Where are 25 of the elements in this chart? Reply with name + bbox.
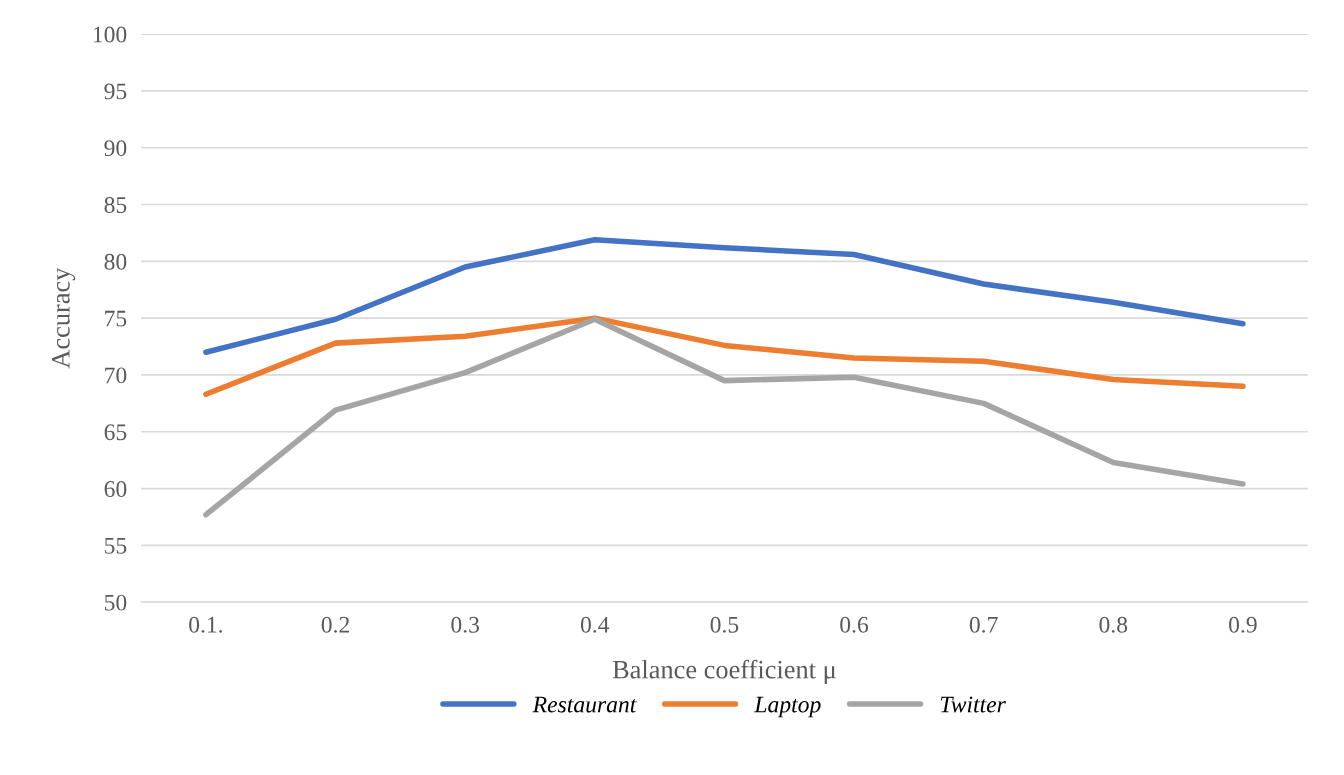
y-axis-title: Accuracy (52, 267, 76, 369)
y-tick-label: 85 (104, 197, 127, 213)
x-tick-label: 0.2 (321, 616, 350, 633)
legend-label: Restaurant (532, 696, 637, 713)
legend-label: Laptop (754, 696, 821, 718)
y-tick-label: 70 (105, 367, 127, 384)
y-tick-label: 55 (104, 538, 127, 554)
x-tick-label: 0.6 (840, 616, 869, 633)
x-tick-label: 0.5 (710, 616, 739, 633)
y-tick-label: 100 (93, 26, 127, 43)
x-tick-label: 0.7 (969, 616, 998, 633)
y-tick-label: 95 (104, 83, 127, 100)
y-tick-label: 65 (104, 424, 127, 441)
x-axis-title: Balance coefficient μ (612, 659, 836, 684)
x-tick-label: 0.4 (580, 616, 610, 633)
x-tick-label: 0.3 (451, 616, 480, 633)
x-tick-label: 0.9 (1229, 616, 1257, 633)
y-tick-label: 50 (104, 594, 127, 611)
x-tick-label: 0.1. (189, 616, 223, 633)
y-tick-label: 75 (105, 310, 127, 327)
y-tick-label: 90 (104, 140, 127, 157)
y-tick-label: 80 (104, 253, 127, 270)
x-tick-label: 0.8 (1099, 616, 1128, 633)
y-tick-label: 60 (104, 481, 127, 497)
legend-label: Twitter (940, 696, 1006, 713)
